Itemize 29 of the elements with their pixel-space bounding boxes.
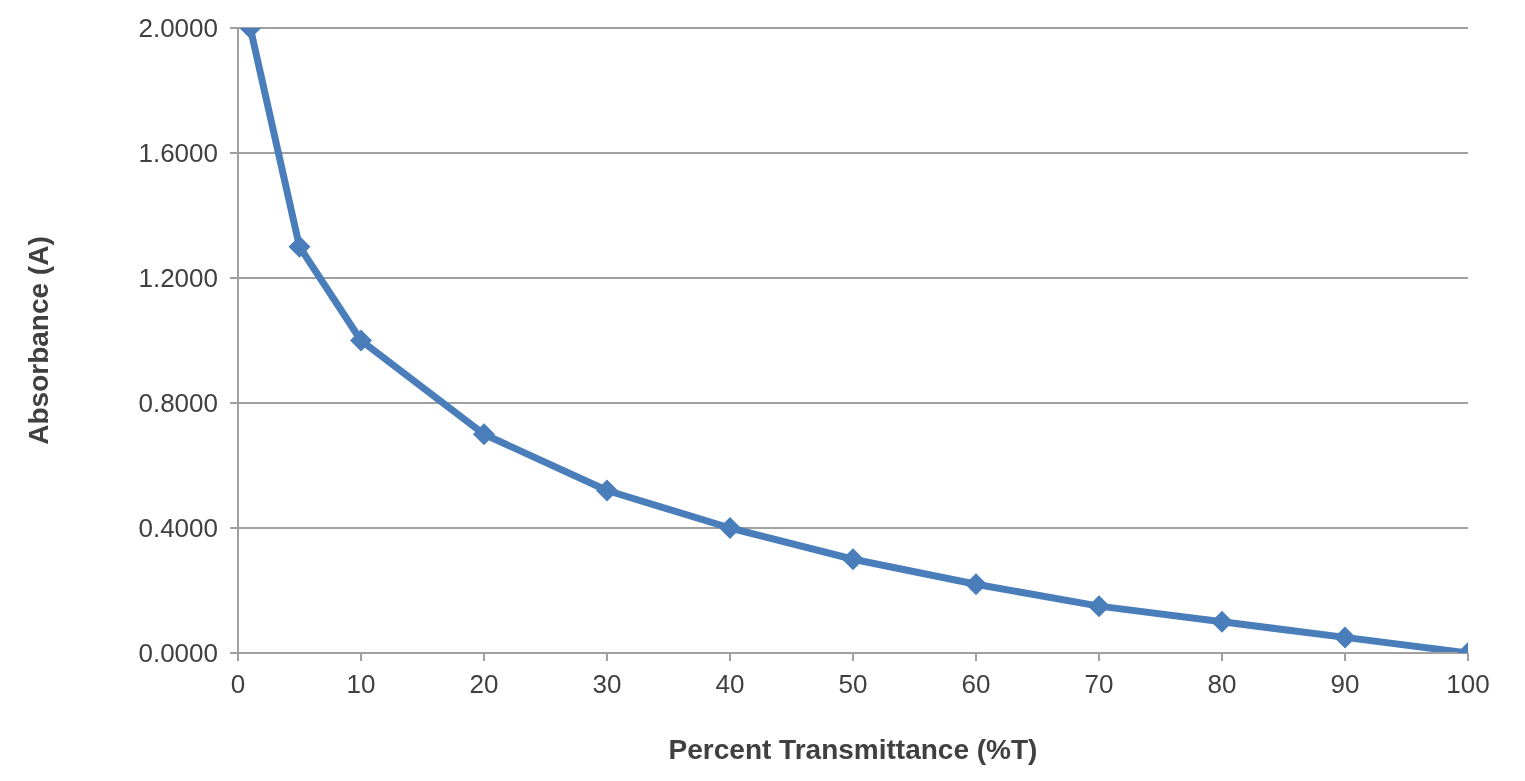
point <box>842 548 864 571</box>
x-axis-title: Percent Transmittance (%T) <box>668 734 1038 765</box>
point <box>965 573 987 596</box>
x-tick-label: 10 <box>346 669 376 700</box>
y-tick-label: 1.2000 <box>138 263 218 294</box>
x-tick-label: 80 <box>1207 669 1237 700</box>
x-tick-label: 50 <box>838 669 868 700</box>
y-tick-label: 2.0000 <box>138 13 218 44</box>
y-axis-title: Absorbance (A) <box>22 236 54 445</box>
point <box>350 329 372 352</box>
point <box>473 423 495 446</box>
x-tick-label: 0 <box>230 669 246 700</box>
x-tick-label: 20 <box>469 669 499 700</box>
x-tick-label: 70 <box>1084 669 1114 700</box>
point <box>596 479 618 502</box>
x-tick-label: 30 <box>592 669 622 700</box>
point <box>1211 610 1233 633</box>
y-tick-label: 0.4000 <box>138 513 218 544</box>
y-tick-label: 0.0000 <box>138 638 218 669</box>
point <box>719 517 741 539</box>
y-tick-label: 0.8000 <box>138 388 218 419</box>
x-tick-label: 60 <box>961 669 991 700</box>
y-tick-label: 1.6000 <box>138 138 218 169</box>
point <box>1088 595 1110 618</box>
x-tick-label: 100 <box>1446 669 1490 700</box>
point <box>288 235 311 258</box>
x-tick-label: 40 <box>715 669 745 700</box>
x-tick-label: 90 <box>1330 669 1360 700</box>
point <box>1334 626 1356 649</box>
